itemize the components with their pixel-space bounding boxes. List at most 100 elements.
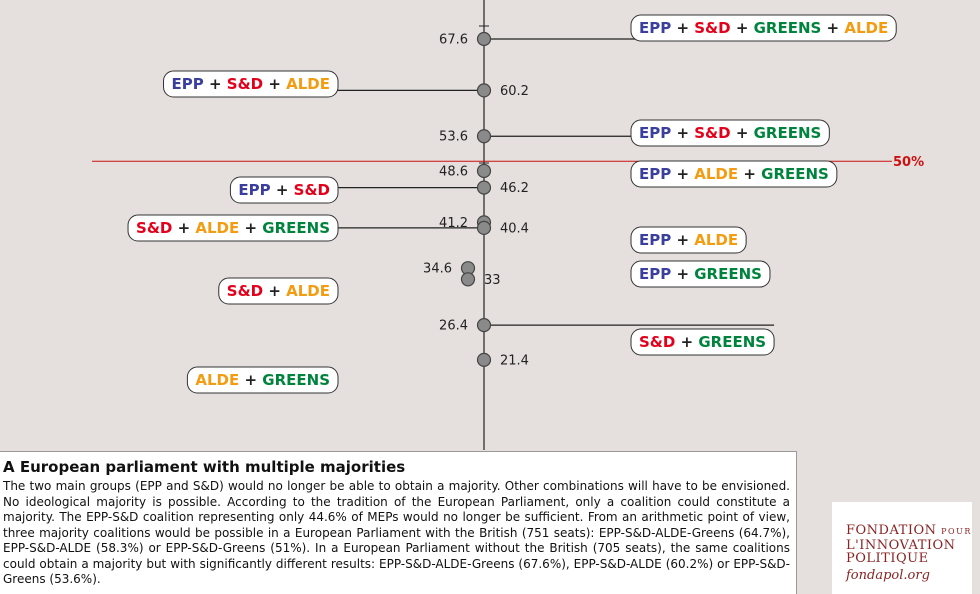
coalition-pill-box xyxy=(630,260,771,288)
coalition-pill-box xyxy=(630,328,775,356)
party-epp: EPP xyxy=(639,265,671,283)
coalition-label-7: EPP + GREENS xyxy=(639,265,762,283)
coalition-pill-box xyxy=(229,176,339,204)
caption-body: The two main groups (EPP and S&D) would … xyxy=(3,479,790,586)
coalition-pill-2: EPP + S&D + GREENS xyxy=(630,119,830,147)
party-alde: ALDE xyxy=(694,231,738,249)
coalition-label-3: EPP + ALDE + GREENS xyxy=(639,165,829,183)
caption-box: A European parliament with multiple majo… xyxy=(0,451,797,594)
coalition-label-9: S&D + GREENS xyxy=(639,333,766,351)
plus-sign: + xyxy=(821,19,844,37)
plus-sign: + xyxy=(671,231,694,249)
data-point-4 xyxy=(476,180,492,195)
plus-sign: + xyxy=(204,75,227,93)
coalition-pill-box xyxy=(630,119,830,147)
plus-sign: + xyxy=(263,282,286,300)
data-point-3 xyxy=(476,163,492,179)
value-label-6: 40.4 xyxy=(500,221,529,236)
value-label-1: 60.2 xyxy=(500,84,529,99)
plus-sign: + xyxy=(671,19,694,37)
coalition-pill-box xyxy=(630,160,838,188)
coalition-pill-box xyxy=(630,14,897,42)
plus-sign: + xyxy=(671,265,694,283)
party-alde: ALDE xyxy=(694,165,738,183)
caption-title: A European parliament with multiple majo… xyxy=(3,458,406,476)
party-alde: ALDE xyxy=(195,219,239,237)
coalition-label-5: S&D + ALDE + GREENS xyxy=(136,219,330,237)
plus-sign: + xyxy=(172,219,195,237)
party-greens: GREENS xyxy=(262,219,330,237)
value-label-4: 46.2 xyxy=(500,181,529,196)
party-alde: ALDE xyxy=(286,282,330,300)
coalition-pill-10: ALDE + GREENS xyxy=(186,366,339,394)
coalition-pill-7: EPP + GREENS xyxy=(630,260,771,288)
coalition-pill-1: EPP + S&D + ALDE xyxy=(163,70,339,98)
fondapol-logo: FONDATION POUR L'INNOVATION POLITIQUE fo… xyxy=(832,502,972,594)
party-sd: S&D xyxy=(294,181,330,199)
party-sd: S&D xyxy=(227,282,263,300)
party-greens: GREENS xyxy=(761,165,829,183)
coalition-pill-box xyxy=(186,366,339,394)
value-label-5: 41.2 xyxy=(439,216,468,231)
coalition-pill-0: EPP + S&D + GREENS + ALDE xyxy=(630,14,897,42)
party-greens: GREENS xyxy=(754,19,822,37)
party-epp: EPP xyxy=(639,231,671,249)
party-sd: S&D xyxy=(694,19,730,37)
value-label-9: 26.4 xyxy=(439,319,468,334)
plus-sign: + xyxy=(731,124,754,142)
plus-sign: + xyxy=(738,165,761,183)
logo-line1: FONDATION xyxy=(846,523,937,538)
coalition-label-10: ALDE + GREENS xyxy=(195,371,330,389)
plus-sign: + xyxy=(671,124,694,142)
coalition-pill-8: S&D + ALDE xyxy=(218,277,339,305)
party-sd: S&D xyxy=(694,124,730,142)
party-alde: ALDE xyxy=(844,19,888,37)
value-label-7: 34.6 xyxy=(423,262,452,277)
coalition-pill-4: EPP + S&D xyxy=(229,176,339,204)
data-point-2 xyxy=(476,129,492,144)
coalition-pill-5: S&D + ALDE + GREENS xyxy=(127,214,339,242)
value-label-10: 21.4 xyxy=(500,353,529,368)
data-point-9 xyxy=(476,318,492,333)
coalition-pill-box xyxy=(630,226,747,254)
plus-sign: + xyxy=(675,333,698,351)
party-greens: GREENS xyxy=(694,265,762,283)
party-alde: ALDE xyxy=(195,371,239,389)
party-greens: GREENS xyxy=(262,371,330,389)
data-point-8 xyxy=(460,272,476,287)
party-epp: EPP xyxy=(639,124,671,142)
coalition-pill-9: S&D + GREENS xyxy=(630,328,775,356)
coalition-label-8: S&D + ALDE xyxy=(227,282,330,300)
data-point-1 xyxy=(476,83,492,98)
party-greens: GREENS xyxy=(754,124,822,142)
logo-line2: L'INNOVATION xyxy=(846,538,956,553)
coalition-label-2: EPP + S&D + GREENS xyxy=(639,124,821,142)
logo-line4: fondapol.org xyxy=(846,568,930,583)
coalition-pill-3: EPP + ALDE + GREENS xyxy=(630,160,838,188)
party-epp: EPP xyxy=(238,181,270,199)
coalition-pill-6: EPP + ALDE xyxy=(630,226,747,254)
plus-sign: + xyxy=(239,371,262,389)
coalition-pill-box xyxy=(163,70,339,98)
plus-sign: + xyxy=(239,219,262,237)
coalition-label-0: EPP + S&D + GREENS + ALDE xyxy=(639,19,888,37)
coalition-pill-box xyxy=(218,277,339,305)
coalition-label-4: EPP + S&D xyxy=(238,181,330,199)
coalition-label-6: EPP + ALDE xyxy=(639,231,738,249)
plus-sign: + xyxy=(671,165,694,183)
party-sd: S&D xyxy=(639,333,675,351)
data-point-6 xyxy=(476,220,492,236)
plus-sign: + xyxy=(271,181,294,199)
party-epp: EPP xyxy=(172,75,204,93)
value-label-0: 67.6 xyxy=(439,33,468,48)
logo-line1-small: POUR xyxy=(941,527,972,536)
threshold-label: 50% xyxy=(893,155,924,170)
logo-line3: POLITIQUE xyxy=(846,551,929,566)
party-sd: S&D xyxy=(227,75,263,93)
value-label-8: 33 xyxy=(484,273,501,288)
plus-sign: + xyxy=(263,75,286,93)
party-epp: EPP xyxy=(639,19,671,37)
coalition-label-1: EPP + S&D + ALDE xyxy=(172,75,330,93)
data-point-10 xyxy=(476,352,492,367)
